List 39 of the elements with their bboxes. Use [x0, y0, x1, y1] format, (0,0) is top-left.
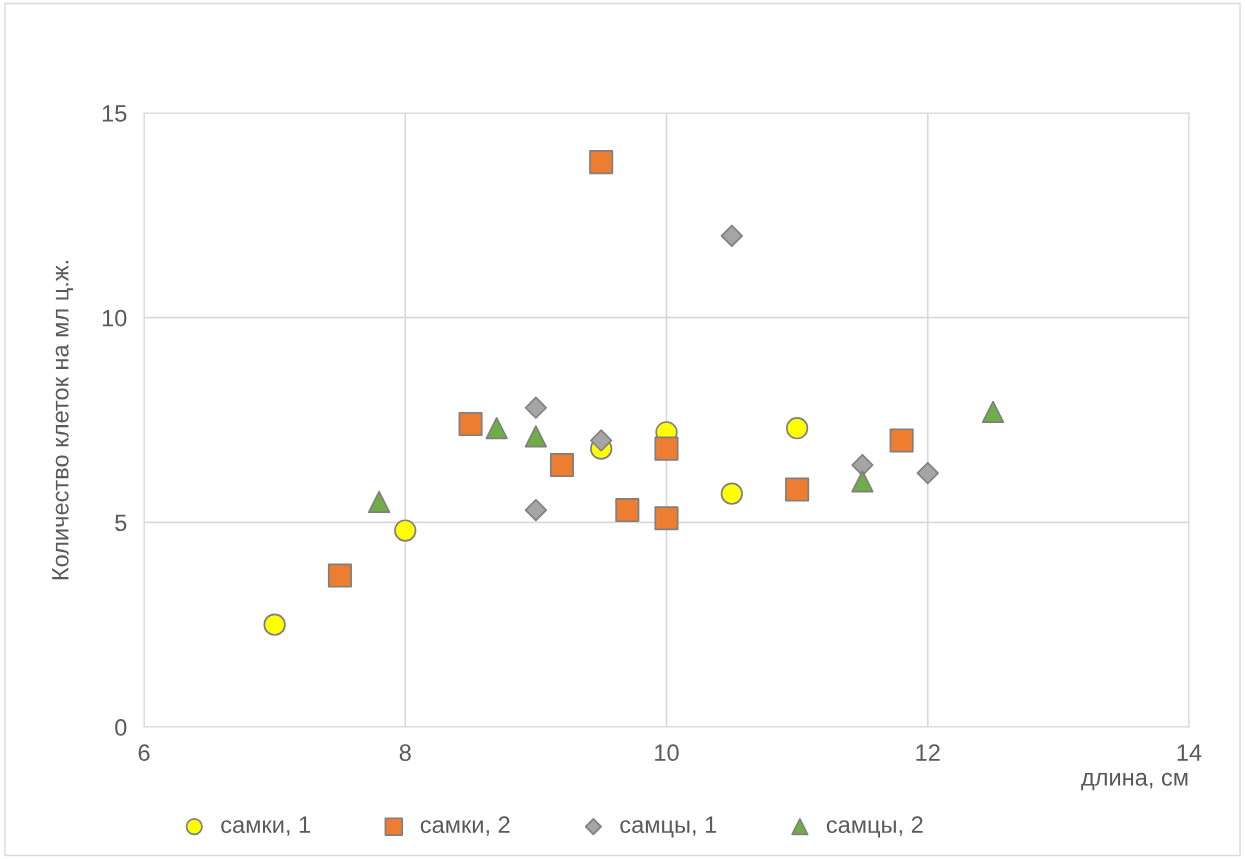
point	[394, 519, 417, 542]
x-tick-label: 10	[655, 744, 679, 762]
point	[889, 428, 914, 453]
point	[654, 436, 679, 461]
point	[367, 490, 391, 514]
x-tick-label: 6	[138, 744, 150, 762]
y-tick-label: 15	[102, 105, 127, 122]
x-axis-title: длина, см	[1081, 772, 1188, 791]
point	[851, 470, 874, 493]
legend-label: самцы, 2	[826, 816, 923, 838]
point	[524, 396, 548, 419]
x-tick-label: 8	[399, 744, 411, 762]
point	[654, 506, 679, 531]
point	[549, 452, 575, 478]
point	[720, 482, 743, 505]
point	[785, 477, 810, 502]
point	[589, 150, 614, 175]
y-axis-title: Количество клеток на мл ц.ж.	[52, 260, 74, 580]
point	[916, 462, 939, 485]
x-tick-label: 14	[1177, 744, 1202, 761]
point	[851, 453, 874, 477]
point	[981, 400, 1005, 423]
point	[485, 417, 508, 440]
x-tick-label: 12	[916, 744, 940, 761]
point	[327, 563, 352, 588]
point	[524, 425, 548, 448]
y-tick-label: 0	[115, 719, 127, 736]
point	[785, 417, 809, 440]
legend-label: самки, 2	[420, 816, 510, 836]
point	[720, 224, 743, 247]
point	[615, 498, 640, 523]
y-tick-label: 10	[102, 309, 127, 327]
y-tick-label: 5	[115, 514, 127, 532]
legend-label: самки, 1	[221, 816, 311, 836]
point	[590, 429, 613, 452]
point	[524, 498, 548, 522]
legend-label: самцы, 1	[620, 816, 717, 838]
point	[458, 412, 483, 437]
point	[263, 613, 286, 636]
